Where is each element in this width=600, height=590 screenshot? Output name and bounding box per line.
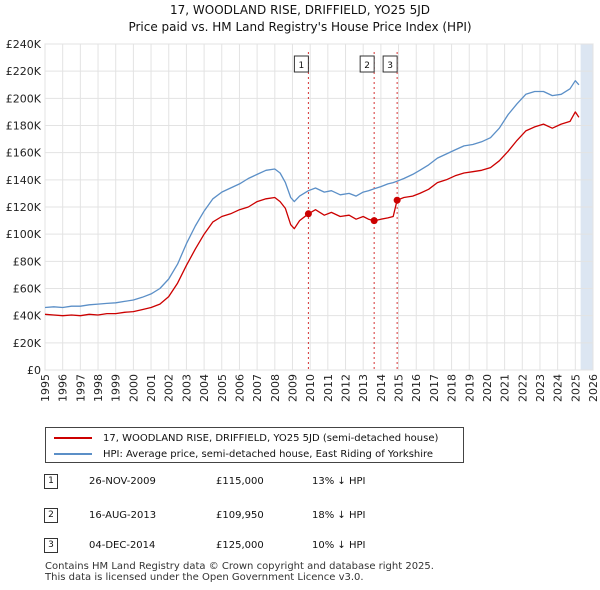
sale-price: £125,000 [216,540,264,551]
chart: 17, WOODLAND RISE, DRIFFIELD, YO25 5JD P… [6,3,600,402]
legend-label-property: 17, WOODLAND RISE, DRIFFIELD, YO25 5JD (… [103,432,439,444]
x-tick-label: 2012 [340,374,353,402]
series-line-property [44,111,580,317]
sale-point [304,210,312,218]
sale-label: 1 [299,61,305,71]
y-tick-label: £220K [6,65,42,78]
x-tick-label: 2019 [463,374,476,402]
sale-date: 04-DEC-2014 [89,540,156,551]
x-tick-label: 2016 [410,374,423,402]
x-tick-label: 2009 [286,374,299,402]
x-tick-label: 2008 [269,374,282,402]
sale-label-box [293,55,309,73]
y-tick-label: £60K [13,283,42,296]
table-row: 1 26-NOV-2009 £115,000 13% ↓ HPI [0,472,600,492]
series-line-hpi [44,80,580,309]
sale-label-box [359,55,375,73]
x-tick-label: 2021 [499,374,512,402]
sale-label: 2 [364,61,370,71]
x-tick-label: 2007 [251,374,264,402]
x-tick-label: 2025 [569,374,582,402]
y-tick-label: £160K [6,147,42,160]
x-tick-label: 2022 [516,374,529,402]
x-tick-label: 2000 [127,374,140,402]
y-tick-label: £80K [13,255,42,268]
table-row: 3 04-DEC-2014 £125,000 10% ↓ HPI [0,536,600,556]
y-tick-label: £0 [27,364,41,377]
chart-title: 17, WOODLAND RISE, DRIFFIELD, YO25 5JD [170,3,430,17]
sale-price: £115,000 [216,476,264,487]
x-tick-label: 2003 [180,374,193,402]
table-row: 2 16-AUG-2013 £109,950 18% ↓ HPI [0,506,600,526]
sale-point [370,217,378,225]
y-tick-label: £180K [6,120,42,133]
sale-number-badge: 1 [44,474,58,489]
x-tick-label: 2017 [428,374,441,402]
x-tick-label: 2011 [322,374,335,402]
y-tick-label: £20K [13,337,42,350]
legend-label-hpi: HPI: Average price, semi-detached house,… [103,448,434,460]
x-tick-label: 2004 [198,374,211,402]
footer: Contains HM Land Registry data © Crown c… [45,561,434,583]
footer-licence: This data is licensed under the Open Gov… [45,572,364,583]
sale-label-box [382,55,398,73]
sale-number-badge: 2 [44,508,58,523]
legend-swatch-property [54,437,92,439]
sale-price: £109,950 [216,510,264,521]
x-tick-label: 2014 [375,374,388,402]
x-tick-label: 2020 [481,374,494,402]
legend-item-property: 17, WOODLAND RISE, DRIFFIELD, YO25 5JD (… [54,430,438,446]
x-tick-label: 2018 [446,374,459,402]
x-tick-label: 2005 [216,374,229,402]
legend-swatch-hpi [54,453,92,455]
y-tick-label: £40K [13,310,42,323]
x-tick-label: 2013 [357,374,370,402]
x-tick-label: 2010 [304,374,317,402]
x-tick-label: 2006 [233,374,246,402]
x-tick-label: 1999 [110,374,123,402]
x-tick-label: 1995 [39,374,52,402]
x-tick-label: 2015 [393,374,406,402]
legend-item-hpi: HPI: Average price, semi-detached house,… [54,446,433,462]
x-tick-label: 2001 [145,374,158,402]
y-tick-label: £200K [6,92,42,105]
x-tick-label: 2026 [587,374,600,402]
x-tick-label: 2023 [534,374,547,402]
sale-date: 26-NOV-2009 [89,476,156,487]
legend: 17, WOODLAND RISE, DRIFFIELD, YO25 5JD (… [45,427,464,463]
sale-date: 16-AUG-2013 [89,510,157,521]
x-tick-label: 1996 [57,374,70,402]
sale-label: 3 [387,61,393,71]
y-tick-label: £120K [6,201,42,214]
x-tick-label: 1997 [74,374,87,402]
sale-point [393,196,401,204]
chart-subtitle: Price paid vs. HM Land Registry's House … [128,20,471,34]
x-tick-label: 2024 [552,374,565,402]
x-tick-label: 1998 [92,374,105,402]
sale-number-badge: 3 [44,538,58,553]
y-tick-label: £240K [6,38,42,51]
footer-copyright: Contains HM Land Registry data © Crown c… [45,561,434,572]
y-tick-label: £100K [6,228,42,241]
x-tick-label: 2002 [163,374,176,402]
y-tick-label: £140K [6,174,42,187]
sale-hpi-diff: 13% ↓ HPI [312,476,366,487]
sale-hpi-diff: 10% ↓ HPI [312,540,366,551]
sale-hpi-diff: 18% ↓ HPI [312,510,366,521]
